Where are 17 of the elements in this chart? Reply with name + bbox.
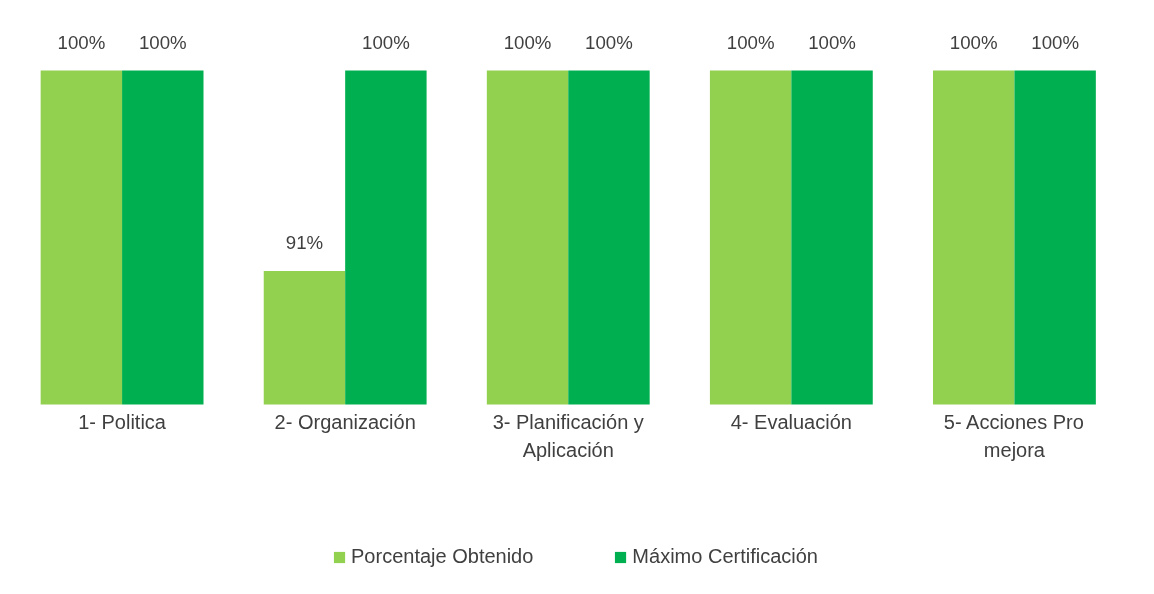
data-label: 100% [503, 31, 552, 53]
data-label: 100% [808, 31, 856, 53]
legend-label: Porcentaje Obtenido [351, 545, 534, 568]
data-label: 100% [949, 31, 998, 53]
data-label: 100% [362, 31, 410, 53]
data-label: 100% [726, 31, 775, 53]
data-label: 100% [585, 31, 633, 53]
x-tick-label: 5- Acciones Pro mejora [943, 410, 1084, 462]
data-label: 100% [138, 31, 187, 53]
x-tick-label: 1- Politica [78, 410, 167, 433]
x-tick-label: 3- Planificación y Aplicación [492, 410, 644, 462]
data-label: 100% [1031, 31, 1079, 53]
data-label: 100% [57, 31, 106, 53]
legend-label: Máximo Certificación [632, 545, 818, 568]
data-label: 91% [285, 231, 324, 253]
x-tick-label: 2- Organización [274, 410, 416, 433]
x-tick-label: 4- Evaluación [730, 410, 852, 433]
